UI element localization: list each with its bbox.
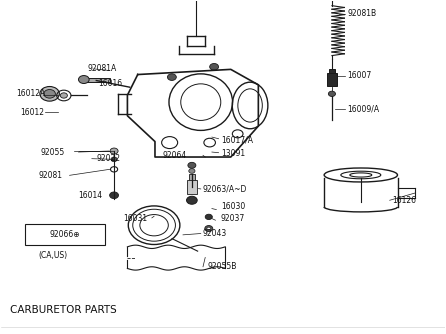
Text: 92022: 92022: [96, 154, 120, 163]
Circle shape: [44, 90, 55, 98]
Text: (CA,US): (CA,US): [38, 250, 68, 260]
Circle shape: [110, 192, 119, 199]
Circle shape: [167, 74, 176, 80]
Text: 16030: 16030: [221, 202, 245, 211]
Text: 16014: 16014: [78, 191, 103, 200]
Bar: [189, 174, 195, 185]
Bar: [187, 180, 197, 194]
Text: 92055B: 92055B: [207, 262, 237, 271]
Bar: [85, 77, 110, 81]
Circle shape: [186, 196, 197, 204]
Circle shape: [328, 91, 335, 97]
Circle shape: [207, 227, 211, 230]
Text: 13091: 13091: [221, 149, 245, 158]
Text: 92064: 92064: [163, 151, 187, 160]
Text: 16017/A: 16017/A: [221, 136, 253, 145]
Text: 16009/A: 16009/A: [347, 104, 380, 113]
Circle shape: [189, 169, 195, 173]
Circle shape: [188, 162, 196, 168]
Circle shape: [205, 225, 213, 231]
Text: 92081: 92081: [38, 171, 62, 180]
Text: 16012A: 16012A: [16, 89, 45, 98]
Circle shape: [111, 157, 117, 162]
Text: CARBURETOR PARTS: CARBURETOR PARTS: [9, 305, 116, 315]
Text: 92063/A~D: 92063/A~D: [203, 184, 248, 193]
Text: 92043: 92043: [203, 229, 227, 238]
Text: 16126: 16126: [392, 196, 416, 205]
Text: 92081A: 92081A: [87, 64, 117, 73]
Bar: [327, 73, 337, 86]
Text: 16016: 16016: [99, 79, 123, 89]
Bar: [25, 223, 105, 245]
Circle shape: [60, 93, 67, 98]
Circle shape: [78, 75, 89, 84]
Circle shape: [210, 63, 219, 70]
Text: 92037: 92037: [221, 214, 245, 223]
Text: 92081B: 92081B: [347, 9, 376, 18]
Circle shape: [40, 87, 59, 101]
Text: 16031: 16031: [123, 214, 147, 223]
Text: 92055: 92055: [41, 148, 65, 157]
Bar: [329, 69, 335, 73]
Text: 16012: 16012: [21, 108, 45, 117]
Text: 92066⊕: 92066⊕: [50, 230, 80, 239]
Text: 16007: 16007: [347, 71, 372, 80]
Circle shape: [205, 214, 212, 219]
Circle shape: [110, 148, 118, 154]
